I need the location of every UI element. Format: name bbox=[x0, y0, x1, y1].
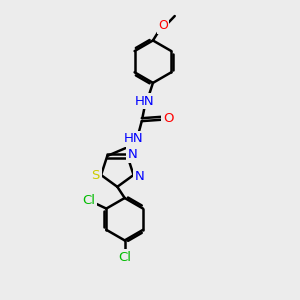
Text: HN: HN bbox=[124, 132, 143, 145]
Text: N: N bbox=[128, 148, 137, 161]
Text: O: O bbox=[163, 112, 173, 125]
Text: Cl: Cl bbox=[83, 194, 96, 207]
Text: O: O bbox=[158, 19, 168, 32]
Text: Cl: Cl bbox=[118, 251, 131, 264]
Text: S: S bbox=[92, 169, 100, 182]
Text: HN: HN bbox=[135, 94, 154, 108]
Text: N: N bbox=[135, 170, 144, 183]
